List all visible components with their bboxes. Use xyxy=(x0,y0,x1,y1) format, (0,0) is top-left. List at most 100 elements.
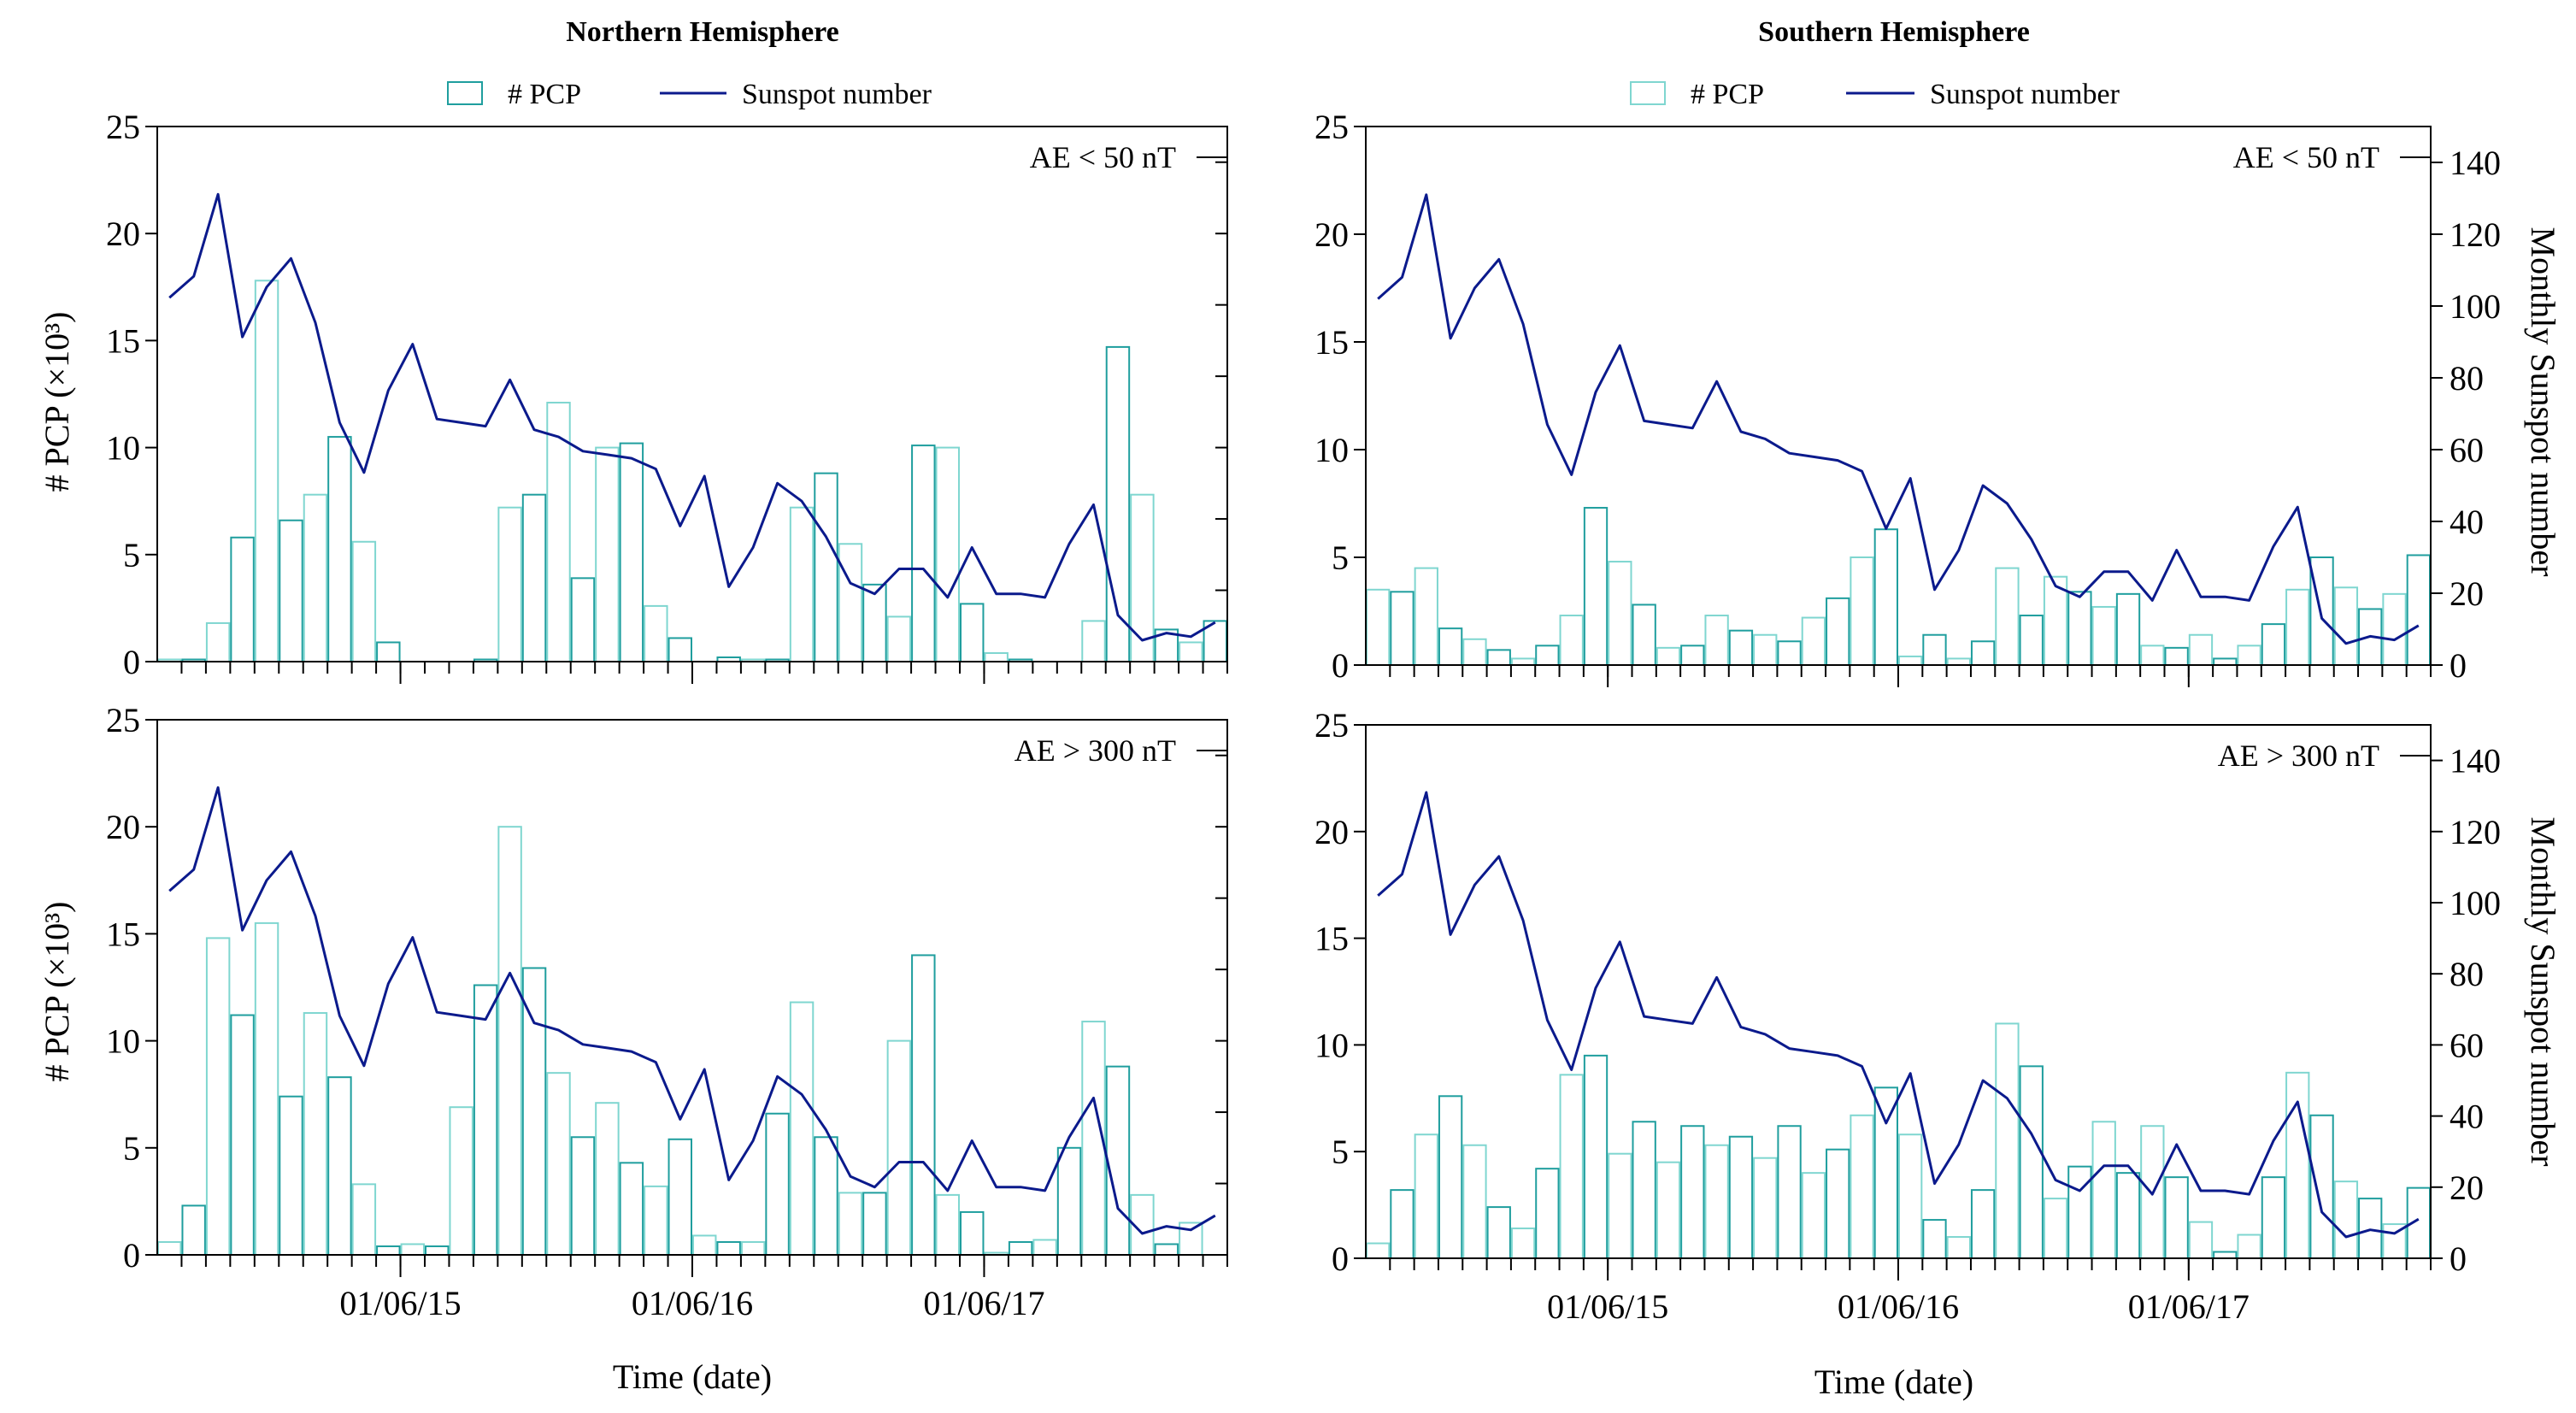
y-tick-label: 15 xyxy=(106,321,140,360)
y-tick-label: 15 xyxy=(1314,920,1349,958)
y2-tick-label: 140 xyxy=(2450,144,2501,182)
pcp-bar xyxy=(740,1240,766,1256)
pcp-bar xyxy=(351,540,377,662)
y2-tick-label: 40 xyxy=(2450,1098,2484,1136)
y-tick-label: 15 xyxy=(1314,323,1349,362)
pcp-bar xyxy=(862,583,887,663)
pcp-bar xyxy=(1486,1206,1511,1259)
pcp-bar xyxy=(1510,1228,1536,1260)
pcp-bar xyxy=(1970,640,1996,667)
pcp-bar xyxy=(2019,1065,2044,1259)
pcp-bar xyxy=(2188,1221,2214,1259)
pcp-bar xyxy=(1462,1144,1487,1260)
pcp-bar xyxy=(181,1204,206,1256)
pcp-bar xyxy=(351,1183,377,1257)
pcp-bar xyxy=(1559,615,1584,666)
pcp-bar xyxy=(789,506,815,662)
pcp-bar xyxy=(1366,588,1391,666)
pcp-bar xyxy=(279,1095,303,1256)
panel-south-low: 0 5 10 15 20 25 0 20 40 60 80 100 120 140 AE < 50 nT xyxy=(1314,108,2501,687)
pcp-bar xyxy=(449,1106,473,1256)
pcp-bar xyxy=(1510,657,1536,667)
pcp-bar xyxy=(1390,1189,1414,1260)
pcp-bar xyxy=(911,954,936,1256)
condition-label: AE < 50 nT xyxy=(2233,140,2379,174)
pcp-bar xyxy=(814,1136,838,1257)
pcp-bar xyxy=(1608,561,1632,666)
y-tick-label: 10 xyxy=(106,1022,140,1061)
pcp-bar xyxy=(935,446,960,662)
pcp-bar xyxy=(2115,1172,2141,1260)
pcp-bar xyxy=(1438,1095,1463,1259)
pcp-bar xyxy=(668,637,693,662)
y2-tick-label: 100 xyxy=(2450,287,2501,326)
pcp-bar xyxy=(595,1102,620,1256)
pcp-bar xyxy=(1728,1135,1754,1260)
title-northern: Northern Hemisphere xyxy=(566,16,838,48)
pcp-bar xyxy=(1462,638,1487,667)
y-tick-label: 15 xyxy=(106,915,140,953)
pcp-bar xyxy=(2140,645,2165,667)
pcp-bar xyxy=(789,1001,815,1256)
pcp-bar xyxy=(644,1185,668,1256)
y-tick-label: 25 xyxy=(1314,108,1349,146)
pcp-bar xyxy=(1826,1148,1850,1259)
y2-tick-label: 60 xyxy=(2450,431,2484,469)
pcp-bar xyxy=(1656,646,1681,667)
pcp-bar xyxy=(2382,592,2407,667)
pcp-bar xyxy=(595,446,620,662)
y-tick-label: 20 xyxy=(1314,813,1349,851)
x-axis-label-southern: Time (date) xyxy=(1814,1363,1973,1401)
pcp-bar xyxy=(2261,1176,2286,1259)
pcp-bar xyxy=(692,1234,717,1256)
pcp-bar xyxy=(2333,586,2359,667)
condition-label: AE > 300 nT xyxy=(2218,739,2379,773)
condition-label: AE > 300 nT xyxy=(1015,733,1176,768)
pcp-bar xyxy=(1704,1144,1729,1260)
legend-northern: # PCP Sunspot number xyxy=(447,79,932,110)
y-tick-label: 0 xyxy=(1332,646,1349,685)
pcp-bar xyxy=(960,603,985,663)
pcp-bar xyxy=(1922,633,1947,666)
pcp-bar xyxy=(1922,1219,1947,1260)
title-southern: Southern Hemisphere xyxy=(1758,16,2030,48)
y2-tick-label: 100 xyxy=(2450,884,2501,922)
pcp-bar xyxy=(1680,645,1705,667)
pcp-bar xyxy=(1081,620,1106,663)
y2-tick-label: 20 xyxy=(2450,1169,2484,1207)
y-axis-label-top: # PCP (×10³) xyxy=(38,312,76,492)
pcp-bar xyxy=(814,472,838,663)
pcp-bar xyxy=(303,493,328,662)
pcp-bar xyxy=(2091,1121,2116,1259)
pcp-bar xyxy=(1850,1114,1874,1259)
pcp-bar xyxy=(668,1138,693,1257)
pcp-bar xyxy=(2091,605,2116,667)
pcp-bar xyxy=(838,543,863,663)
y-tick-label: 10 xyxy=(1314,431,1349,469)
pcp-bar xyxy=(1753,633,1778,666)
pcp-bar xyxy=(303,1012,328,1256)
pcp-bar xyxy=(1535,1168,1560,1259)
pcp-bar xyxy=(376,1245,401,1257)
pcp-bar xyxy=(911,445,936,663)
y-tick-label: 25 xyxy=(1314,706,1349,745)
sunspot-line xyxy=(1377,791,2420,1239)
legend-line-label: Sunspot number xyxy=(1930,79,2120,110)
pcp-bar xyxy=(254,921,279,1256)
y-axis-label-bottom: # PCP (×10³) xyxy=(38,902,76,1082)
pcp-bar xyxy=(765,1112,790,1256)
pcp-bar xyxy=(619,1162,644,1256)
pcp-bar xyxy=(886,615,912,663)
pcp-bar xyxy=(1753,1157,1778,1259)
pcp-bar xyxy=(1898,655,1923,666)
y-tick-label: 5 xyxy=(1332,539,1349,577)
legend-line-label: Sunspot number xyxy=(742,79,932,110)
y2-tick-label: 120 xyxy=(2450,215,2501,254)
y-tick-label: 0 xyxy=(1332,1239,1349,1278)
pcp-bar xyxy=(1826,597,1850,667)
y2-tick-label: 0 xyxy=(2450,646,2467,685)
pcp-bar xyxy=(1801,1172,1826,1260)
pcp-bar xyxy=(1486,649,1511,666)
pcp-bar xyxy=(1946,657,1971,667)
